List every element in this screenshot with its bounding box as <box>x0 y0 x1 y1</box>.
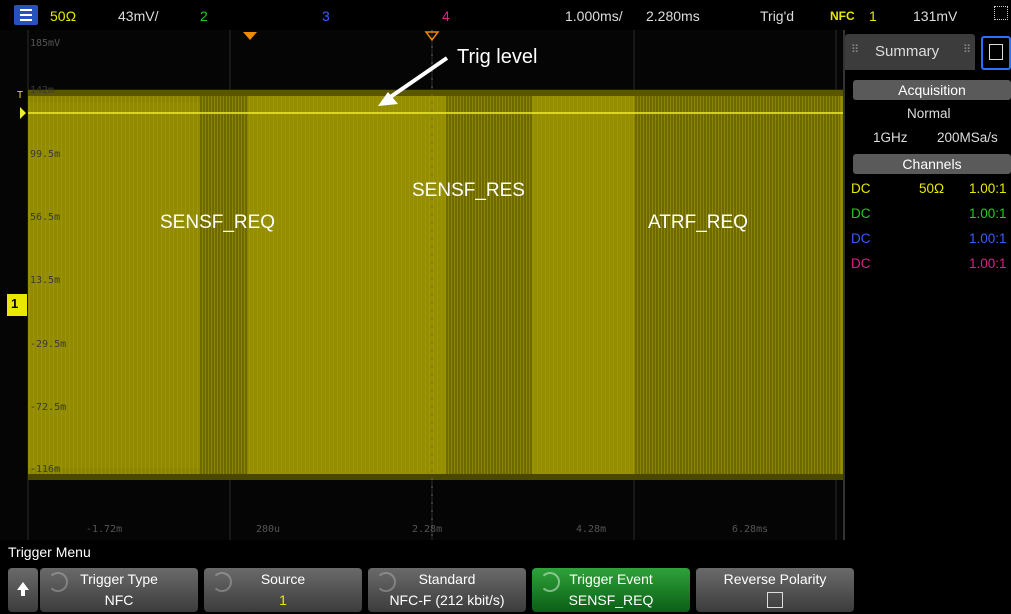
acquisition-header[interactable]: Acquisition <box>853 80 1011 100</box>
waveform-svg <box>0 30 843 540</box>
y-label: -72.5m <box>30 402 66 413</box>
softkey-label: Trigger Event <box>532 571 690 587</box>
ch1-scale[interactable]: 43mV/ <box>118 8 158 24</box>
waveform-display[interactable]: 185mV 142m 99.5m 56.5m 13.5m -29.5m -72.… <box>0 30 843 540</box>
x-label: 280u <box>256 524 280 535</box>
trigger-marker-label: T <box>17 90 23 101</box>
softkey-label: Standard <box>368 571 526 587</box>
ch2-indicator[interactable]: 2 <box>200 8 208 24</box>
trigger-status: Trig'd <box>760 8 794 24</box>
y-label: -116m <box>30 464 60 475</box>
back-button[interactable] <box>8 568 38 612</box>
sensf-res-label: SENSF_RES <box>412 180 525 202</box>
tab-grip-icon: ⠿ <box>963 43 971 56</box>
trigger-level[interactable]: 131mV <box>913 8 957 24</box>
x-label: 2.28m <box>412 524 442 535</box>
y-label: -29.5m <box>30 339 66 350</box>
x-label: 6.28ms <box>732 524 768 535</box>
acq-mode: Normal <box>907 106 951 121</box>
ch1-impedance[interactable]: 50Ω <box>50 8 76 24</box>
up-arrow-icon <box>17 582 29 590</box>
source-softkey[interactable]: Source 1 <box>204 568 362 612</box>
trigger-position-marker[interactable] <box>243 32 257 40</box>
burst-sensf-res <box>446 90 532 474</box>
reverse-polarity-softkey[interactable]: Reverse Polarity <box>696 568 854 612</box>
menu-title: Trigger Menu <box>8 544 91 560</box>
ch4-indicator[interactable]: 4 <box>442 8 450 24</box>
band-1 <box>248 90 446 474</box>
ch3-indicator[interactable]: 3 <box>322 8 330 24</box>
y-label: 56.5m <box>30 212 60 223</box>
softkey-label: Reverse Polarity <box>696 571 854 587</box>
ch1-impedance-info: 50Ω <box>919 181 944 196</box>
ch1-probe: 1.00:1 <box>969 181 1007 196</box>
ch2-probe: 1.00:1 <box>969 206 1007 221</box>
ch4-coupling: DC <box>851 256 871 271</box>
softkey-label: Trigger Type <box>40 571 198 587</box>
y-axis-labels: 185mV 142m 99.5m 56.5m 13.5m -29.5m -72.… <box>0 30 60 540</box>
status-bar: 50Ω 43mV/ 2 3 4 1.000ms/ 2.280ms Trig'd … <box>0 0 1011 30</box>
time-scale[interactable]: 1.000ms/ <box>565 8 623 24</box>
ch3-coupling: DC <box>851 231 871 246</box>
ch3-probe: 1.00:1 <box>969 231 1007 246</box>
reverse-polarity-checkbox[interactable] <box>767 592 783 608</box>
bandwidth: 1GHz <box>873 130 908 145</box>
tab-grip-icon: ⠿ <box>851 43 859 56</box>
atrf-req-label: ATRF_REQ <box>648 212 748 234</box>
ch4-probe: 1.00:1 <box>969 256 1007 271</box>
summary-tab[interactable]: ⠿ Summary ⠿ <box>845 34 975 70</box>
burst-sensf-req <box>200 90 248 474</box>
y-label: 142m <box>30 85 54 96</box>
waveform-bottom-edge <box>28 474 843 480</box>
trigger-source[interactable]: 1 <box>869 8 877 24</box>
softkey-value: NFC <box>40 592 198 608</box>
panel-menu-button[interactable] <box>981 36 1011 70</box>
ch1-marker-label: 1 <box>11 296 18 311</box>
main-menu-button[interactable] <box>14 5 38 25</box>
trigger-type-softkey[interactable]: Trigger Type NFC <box>40 568 198 612</box>
summary-panel: ⠿ Summary ⠿ Acquisition Normal 1GHz 200M… <box>843 30 1011 540</box>
list-icon <box>989 44 1003 60</box>
standard-softkey[interactable]: Standard NFC-F (212 kbit/s) <box>368 568 526 612</box>
softkey-value: 1 <box>204 592 362 608</box>
channels-header[interactable]: Channels <box>853 154 1011 174</box>
time-delay[interactable]: 2.280ms <box>646 8 700 24</box>
softkey-label: Source <box>204 571 362 587</box>
waveform-top-edge <box>28 90 843 96</box>
softkey-value: SENSF_REQ <box>532 592 690 608</box>
softkey-menu: Trigger Menu Trigger Type NFC Source 1 S… <box>0 540 1011 614</box>
y-label: 185mV <box>30 38 60 49</box>
softkey-value: NFC-F (212 kbit/s) <box>368 592 526 608</box>
ch2-coupling: DC <box>851 206 871 221</box>
trigger-mode-icon[interactable] <box>994 6 1008 20</box>
y-label: 13.5m <box>30 275 60 286</box>
sensf-req-label: SENSF_REQ <box>160 212 275 234</box>
trigger-event-softkey[interactable]: Trigger Event SENSF_REQ <box>532 568 690 612</box>
tab-summary-label: Summary <box>875 43 939 60</box>
x-label: -1.72m <box>86 524 122 535</box>
trigger-type[interactable]: NFC <box>830 9 855 23</box>
band-2 <box>532 90 634 474</box>
y-label: 99.5m <box>30 149 60 160</box>
trig-level-annotation: Trig level <box>457 46 537 69</box>
sample-rate: 200MSa/s <box>937 130 998 145</box>
ch1-coupling: DC <box>851 181 871 196</box>
x-label: 4.28m <box>576 524 606 535</box>
burst-atrf-req <box>634 90 840 474</box>
